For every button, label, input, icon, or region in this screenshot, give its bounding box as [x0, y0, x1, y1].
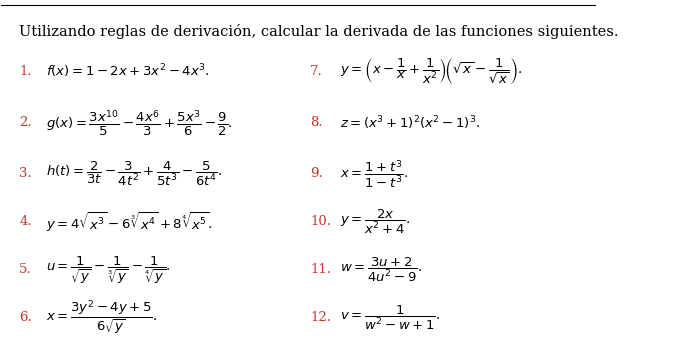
Text: $g(x) = \dfrac{3x^{10}}{5} - \dfrac{4x^6}{3} + \dfrac{5x^3}{6} - \dfrac{9}{2}$.: $g(x) = \dfrac{3x^{10}}{5} - \dfrac{4x^6… — [46, 108, 233, 138]
Text: 6.: 6. — [19, 311, 32, 324]
Text: $x = \dfrac{1 + t^3}{1 - t^3}$.: $x = \dfrac{1 + t^3}{1 - t^3}$. — [340, 158, 408, 190]
Text: $y = \left(x - \dfrac{1}{x} + \dfrac{1}{x^2}\right)\!\left(\sqrt{x} - \dfrac{1}{: $y = \left(x - \dfrac{1}{x} + \dfrac{1}{… — [340, 57, 523, 87]
Text: 7.: 7. — [310, 65, 323, 78]
Text: 4.: 4. — [19, 215, 32, 228]
Text: 8.: 8. — [310, 116, 323, 129]
Text: Utilizando reglas de derivación, calcular la derivada de las funciones siguiente: Utilizando reglas de derivación, calcula… — [19, 24, 619, 39]
Text: 10.: 10. — [310, 215, 331, 228]
Text: 11.: 11. — [310, 263, 331, 276]
Text: $y = \dfrac{2x}{x^2 + 4}$.: $y = \dfrac{2x}{x^2 + 4}$. — [340, 208, 410, 236]
Text: $z = (x^3 + 1)^2(x^2 - 1)^3$.: $z = (x^3 + 1)^2(x^2 - 1)^3$. — [340, 114, 480, 132]
Text: 12.: 12. — [310, 311, 331, 324]
Text: $v = \dfrac{1}{w^2 - w + 1}$.: $v = \dfrac{1}{w^2 - w + 1}$. — [340, 303, 441, 332]
Text: $u = \dfrac{1}{\sqrt{y}} - \dfrac{1}{\sqrt[3]{y}} - \dfrac{1}{\sqrt[4]{y}}$.: $u = \dfrac{1}{\sqrt{y}} - \dfrac{1}{\sq… — [46, 254, 171, 286]
Text: $h(t) = \dfrac{2}{3t} - \dfrac{3}{4t^2} + \dfrac{4}{5t^3} - \dfrac{5}{6t^4}$.: $h(t) = \dfrac{2}{3t} - \dfrac{3}{4t^2} … — [46, 160, 223, 188]
Text: $y = 4\sqrt{x^3} - 6\sqrt[3]{x^4} + 8\sqrt[4]{x^5}$.: $y = 4\sqrt{x^3} - 6\sqrt[3]{x^4} + 8\sq… — [46, 210, 212, 234]
Text: 2.: 2. — [19, 116, 32, 129]
Text: 5.: 5. — [19, 263, 32, 276]
Text: 1.: 1. — [19, 65, 32, 78]
Text: $w = \dfrac{3u + 2}{4u^2 - 9}$.: $w = \dfrac{3u + 2}{4u^2 - 9}$. — [340, 256, 422, 284]
Text: 9.: 9. — [310, 167, 323, 180]
Text: $f(x) = 1 - 2x + 3x^2 - 4x^3$.: $f(x) = 1 - 2x + 3x^2 - 4x^3$. — [46, 63, 210, 80]
Text: 3.: 3. — [19, 167, 32, 180]
Text: $x = \dfrac{3y^2 - 4y + 5}{6\sqrt{y}}$.: $x = \dfrac{3y^2 - 4y + 5}{6\sqrt{y}}$. — [46, 298, 157, 337]
